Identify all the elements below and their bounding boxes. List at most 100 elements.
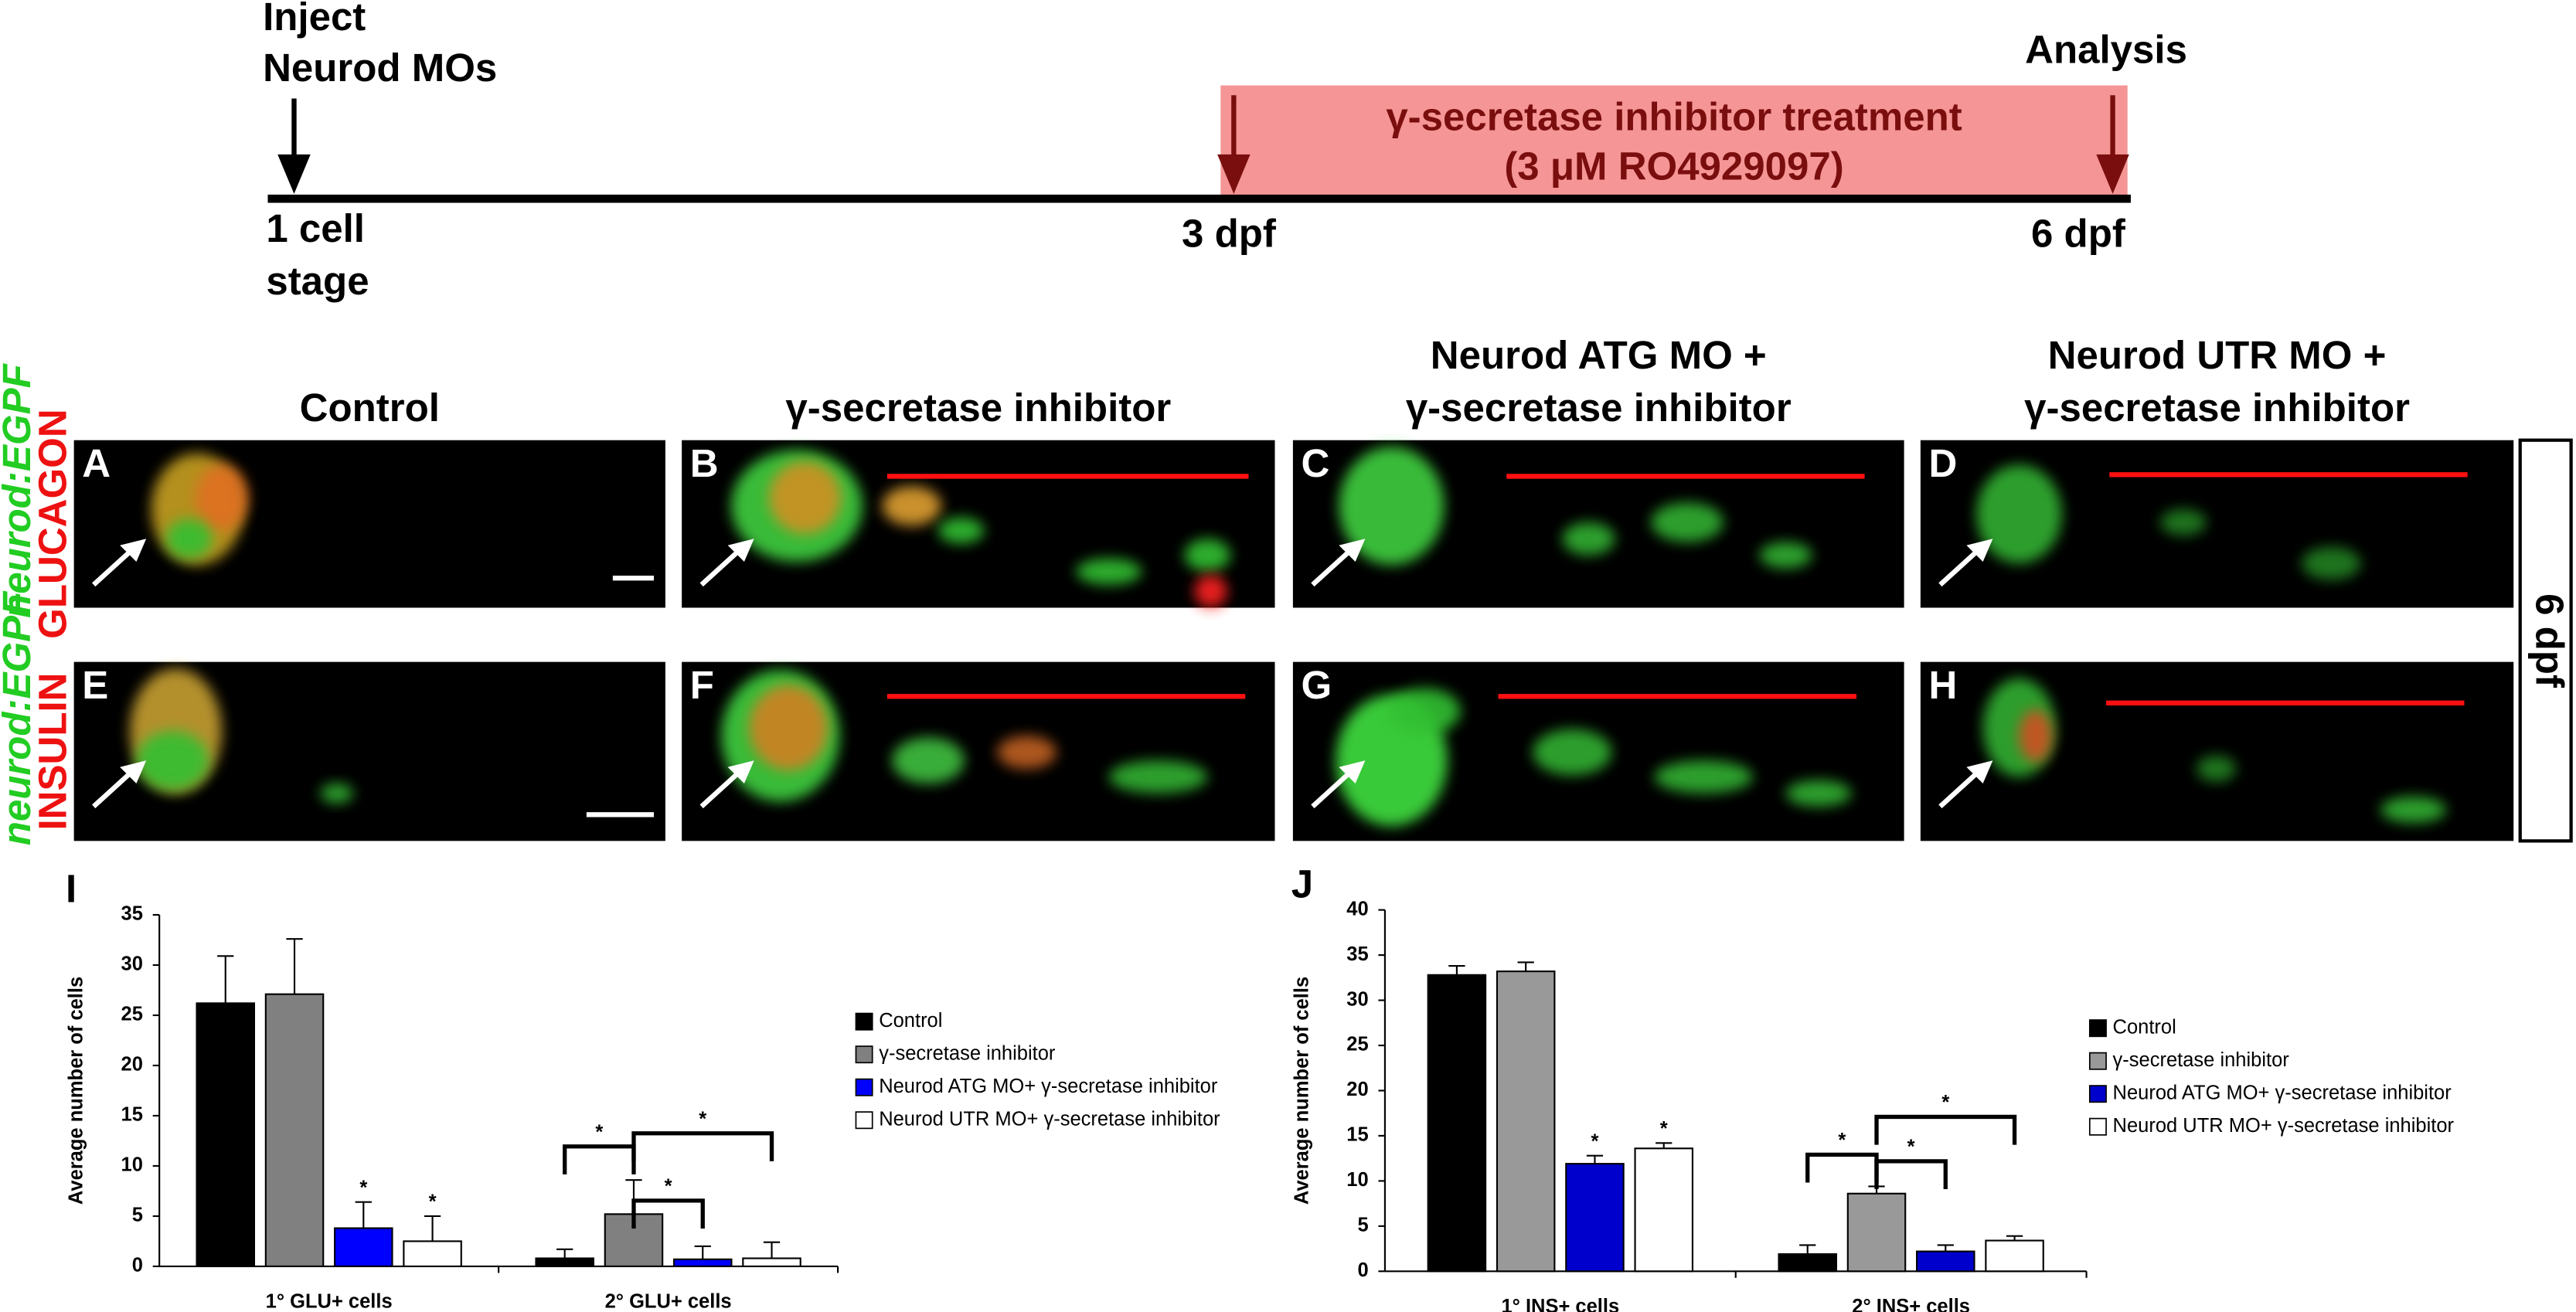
significance-bracket bbox=[631, 1131, 774, 1161]
y-tick-label: 35 bbox=[121, 903, 143, 925]
cell-cluster bbox=[1785, 780, 1852, 807]
cell-cluster bbox=[2019, 709, 2052, 763]
legend-label: Neurod UTR MO+ γ-secretase inhibitor bbox=[879, 1108, 1220, 1130]
panel-letter: H bbox=[1928, 663, 1957, 707]
end-label: Analysis bbox=[2025, 27, 2187, 71]
cell-cluster bbox=[1976, 464, 2062, 564]
cell-cluster bbox=[1339, 447, 1445, 566]
start-arrow-head bbox=[1217, 154, 1251, 194]
significance-mark: * bbox=[429, 1191, 437, 1213]
cell-cluster bbox=[2196, 755, 2236, 782]
column-title: γ-secretase inhibitor bbox=[2024, 386, 2410, 430]
significance-mark: * bbox=[1838, 1130, 1846, 1151]
cell-cluster bbox=[749, 685, 829, 770]
significance-mark: * bbox=[699, 1108, 706, 1130]
legend-swatch bbox=[855, 1078, 873, 1096]
significance-mark: * bbox=[359, 1177, 367, 1198]
legend-label: Neurod UTR MO+ γ-secretase inhibitor bbox=[2113, 1115, 2455, 1137]
cell-cluster bbox=[1108, 760, 1208, 794]
y-tick-label: 0 bbox=[1357, 1259, 1368, 1281]
start-point: stage bbox=[266, 259, 369, 303]
x-tick-label: 1° GLU+ cells bbox=[266, 1290, 393, 1312]
y-tick-label: 30 bbox=[121, 953, 143, 975]
y-tick-label: 15 bbox=[121, 1104, 143, 1126]
legend-label: γ-secretase inhibitor bbox=[879, 1042, 1056, 1064]
y-tick-label: 15 bbox=[1346, 1124, 1368, 1146]
bar bbox=[334, 1227, 393, 1267]
y-tick-label: 35 bbox=[1346, 943, 1368, 965]
cell-cluster bbox=[165, 518, 213, 559]
bar bbox=[196, 1002, 256, 1267]
column-title: γ-secretase inhibitor bbox=[1406, 386, 1792, 430]
y-tick-label: 20 bbox=[1346, 1079, 1368, 1100]
significance-mark: * bbox=[1907, 1137, 1915, 1158]
significance-mark: * bbox=[1660, 1118, 1668, 1140]
row-stain: GLUCAGON bbox=[31, 409, 75, 638]
arrow-shaft bbox=[1311, 549, 1351, 587]
legend-label: Neurod ATG MO+ γ-secretase inhibitor bbox=[879, 1076, 1218, 1097]
legend-swatch bbox=[2088, 1085, 2107, 1103]
x-tick-label: 1° INS+ cells bbox=[1501, 1296, 1619, 1312]
arrow-shaft bbox=[1938, 771, 1979, 809]
treatment-label: γ-secretase inhibitor treatment bbox=[1386, 95, 1962, 139]
legend-swatch bbox=[2088, 1052, 2107, 1070]
cell-cluster bbox=[892, 737, 965, 783]
cell-cluster bbox=[2302, 546, 2361, 580]
panel-letter: B bbox=[690, 441, 719, 485]
cell-cluster bbox=[1076, 558, 1142, 585]
bar bbox=[1985, 1239, 2044, 1273]
column-title: Neurod ATG MO + bbox=[1431, 333, 1767, 377]
cell-cluster bbox=[768, 461, 842, 534]
bar bbox=[1565, 1163, 1625, 1273]
significance-mark: * bbox=[665, 1176, 672, 1198]
y-tick-label: 10 bbox=[121, 1154, 143, 1176]
start-label: Neurod MOs bbox=[263, 46, 497, 90]
significance-bracket bbox=[1805, 1152, 1879, 1183]
row-marker: neurod:EGPF bbox=[0, 362, 39, 618]
panel-letter: A bbox=[82, 441, 111, 485]
stage-box bbox=[2518, 438, 2573, 843]
bar bbox=[264, 993, 325, 1267]
bar bbox=[742, 1257, 801, 1267]
legend-swatch bbox=[2088, 1117, 2107, 1136]
column-title: γ-secretase inhibitor bbox=[785, 386, 1171, 430]
end-point: 6 dpf bbox=[2031, 212, 2126, 256]
panel-letter: E bbox=[82, 663, 108, 707]
cell-cluster bbox=[320, 783, 354, 804]
bar bbox=[1778, 1253, 1837, 1273]
bar bbox=[672, 1258, 733, 1267]
treatment-start: 3 dpf bbox=[1182, 212, 1277, 256]
cell-cluster bbox=[1654, 760, 1754, 794]
end-arrow-head bbox=[2096, 154, 2129, 194]
legend-label: Control bbox=[879, 1010, 942, 1032]
arrow-shaft bbox=[92, 549, 132, 587]
arrow-shaft bbox=[699, 771, 740, 809]
y-tick-label: 0 bbox=[132, 1255, 143, 1276]
legend-label: γ-secretase inhibitor bbox=[2113, 1049, 2290, 1071]
significance-mark: * bbox=[1941, 1092, 1949, 1113]
significance-bracket bbox=[1874, 1114, 2017, 1145]
bar bbox=[1634, 1147, 1694, 1273]
chart-title: J bbox=[1291, 862, 1313, 906]
arrow-head bbox=[1339, 539, 1366, 562]
arrow-shaft bbox=[699, 549, 740, 587]
panel-letter: G bbox=[1302, 663, 1332, 707]
cell-cluster bbox=[136, 730, 209, 790]
significance-mark: * bbox=[1591, 1130, 1598, 1152]
legend-swatch bbox=[855, 1012, 873, 1031]
arrow-head bbox=[727, 539, 754, 562]
column-title: Neurod UTR MO + bbox=[2048, 333, 2387, 377]
treatment-label: (3 μM RO4929097) bbox=[1504, 144, 1843, 188]
column-title: Control bbox=[300, 386, 440, 430]
cell-cluster bbox=[938, 517, 985, 544]
arrow-shaft bbox=[92, 771, 132, 809]
treatment-window bbox=[1220, 85, 2128, 199]
y-axis-label: Average number of cells bbox=[66, 977, 87, 1205]
y-tick-label: 25 bbox=[1346, 1034, 1368, 1055]
y-tick-label: 30 bbox=[1346, 988, 1368, 1010]
panel-letter: F bbox=[690, 663, 714, 707]
y-tick-label: 25 bbox=[121, 1004, 143, 1025]
arrow-head bbox=[1966, 760, 1993, 783]
